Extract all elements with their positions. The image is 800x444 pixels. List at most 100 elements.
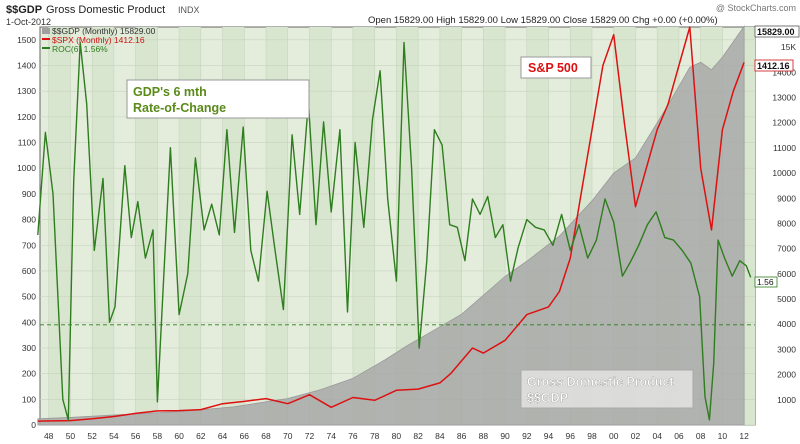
x-tick-label: 72 [305,431,315,441]
chart-date: 1-Oct-2012 [6,17,51,27]
gdp-annotation-line2: $$GDP [527,391,568,405]
right-tick-label: 3000 [777,344,796,354]
legend-spx: $SPX (Monthly) 1412.16 [52,35,145,45]
x-tick-label: 78 [370,431,380,441]
x-tick-label: 56 [131,431,141,441]
roc-annotation-line2: Rate-of-Change [133,101,226,115]
watermark: @ StockCharts.com [716,3,796,13]
left-tick-label: 0 [31,420,36,430]
right-tick-label: 12000 [772,118,796,128]
x-tick-label: 98 [587,431,597,441]
x-tick-label: 96 [566,431,576,441]
legend-swatch-roc [42,47,50,49]
chart-name: Gross Domestic Product [46,4,165,16]
legend-swatch-gdp [42,28,50,34]
spx-last-value: 1412.16 [757,61,790,71]
x-tick-label: 80 [392,431,402,441]
legend-roc: ROC(6) 1.56% [52,44,108,54]
x-tick-label: 08 [696,431,706,441]
right-tick-label: 5000 [777,294,796,304]
right-tick-label: 9000 [777,193,796,203]
x-axis: 48 50 52 54 56 58 60 62 64 66 68 70 72 74 76 78 80 82 84 86… [44,431,749,441]
left-tick-label: 1200 [17,112,36,122]
x-tick-label: 54 [109,431,119,441]
x-tick-label: 70 [283,431,293,441]
x-band [309,27,332,425]
chart-exchange: INDX [178,5,200,15]
x-tick-label: 64 [218,431,228,441]
spx-annotation: S&P 500 [520,56,592,79]
right-tick-label: 1000 [777,395,796,405]
left-tick-label: 400 [22,317,36,327]
left-tick-label: 1000 [17,163,36,173]
gdp-annotation-line1: Gross Domestic Product [527,375,674,389]
last-value-tags: 15829.00 1412.16 1.56 [754,25,800,288]
x-tick-label: 68 [261,431,271,441]
legend-gdp: $$GDP (Monthly) 15829.00 [52,26,156,36]
x-tick-label: 92 [522,431,532,441]
x-band [135,27,158,425]
x-tick-label: 66 [240,431,250,441]
right-tick-label: 10000 [772,168,796,178]
left-tick-label: 1300 [17,86,36,96]
x-band [48,27,71,425]
right-tick-label: 4000 [777,319,796,329]
gdp-annotation: Gross Domestic Product $$GDP [520,369,694,409]
left-tick-label: 100 [22,394,36,404]
x-tick-label: 60 [174,431,184,441]
roc-annotation: GDP's 6 mth Rate-of-Change [126,79,310,119]
x-band [266,27,288,425]
left-tick-label: 700 [22,240,36,250]
left-tick-label: 200 [22,369,36,379]
x-tick-label: 74 [326,431,336,441]
legend: $$GDP (Monthly) 15829.00 $SPX (Monthly) … [42,26,156,54]
x-tick-label: 84 [435,431,445,441]
gdp-last-value: 15829.00 [757,27,795,37]
chart-symbol: $$GDP [6,4,42,16]
x-tick-label: 94 [544,431,554,441]
right-tick-label: 7000 [777,244,796,254]
spx-line [37,26,745,422]
legend-swatch-spx [42,38,50,40]
right-tick-label: 11000 [773,143,796,153]
x-tick-label: 88 [479,431,489,441]
ohlc-readout: Open 15829.00 High 15829.00 Low 15829.00… [368,15,718,26]
left-tick-label: 1400 [17,61,36,71]
roc-last-value: 1.56 [757,277,774,287]
right-tick-label: 13000 [772,93,796,103]
right-tick-label: 14000 [772,67,796,77]
left-tick-label: 500 [22,292,36,302]
left-tick-label: 900 [22,189,36,199]
x-tick-label: 86 [457,431,467,441]
right-tick-label: 2000 [777,370,796,380]
left-tick-label: 300 [22,343,36,353]
roc-layer [37,41,752,421]
x-tick-label: 76 [348,431,358,441]
left-tick-label: 1100 [18,138,37,148]
roc-annotation-line1: GDP's 6 mth [133,85,207,99]
x-tick-label: 00 [609,431,619,441]
right-tick-label: 8000 [777,218,796,228]
spx-annotation-text: S&P 500 [528,61,578,75]
x-tick-label: 06 [674,431,684,441]
x-tick-label: 12 [739,431,749,441]
x-tick-label: 82 [413,431,423,441]
x-tick-label: 50 [66,431,76,441]
x-tick-label: 10 [718,431,728,441]
left-axis: 0 100 200 300 400 500 600 700 800 900 1000 1100 1200… [17,35,36,430]
x-band [179,27,201,425]
x-tick-label: 48 [44,431,54,441]
x-band [92,27,114,425]
x-band [744,27,755,425]
x-tick-label: 02 [631,431,641,441]
x-tick-label: 90 [500,431,510,441]
x-tick-label: 52 [87,431,97,441]
spx-layer [37,26,745,422]
right-axis: 1000 2000 3000 4000 5000 6000 7000 8000 9000 1000… [772,42,796,405]
x-tick-label: 62 [196,431,206,441]
x-tick-label: 04 [652,431,662,441]
right-tick-label: 6000 [777,269,796,279]
roc-line [37,41,752,421]
right-tick-label: 15K [781,42,796,52]
